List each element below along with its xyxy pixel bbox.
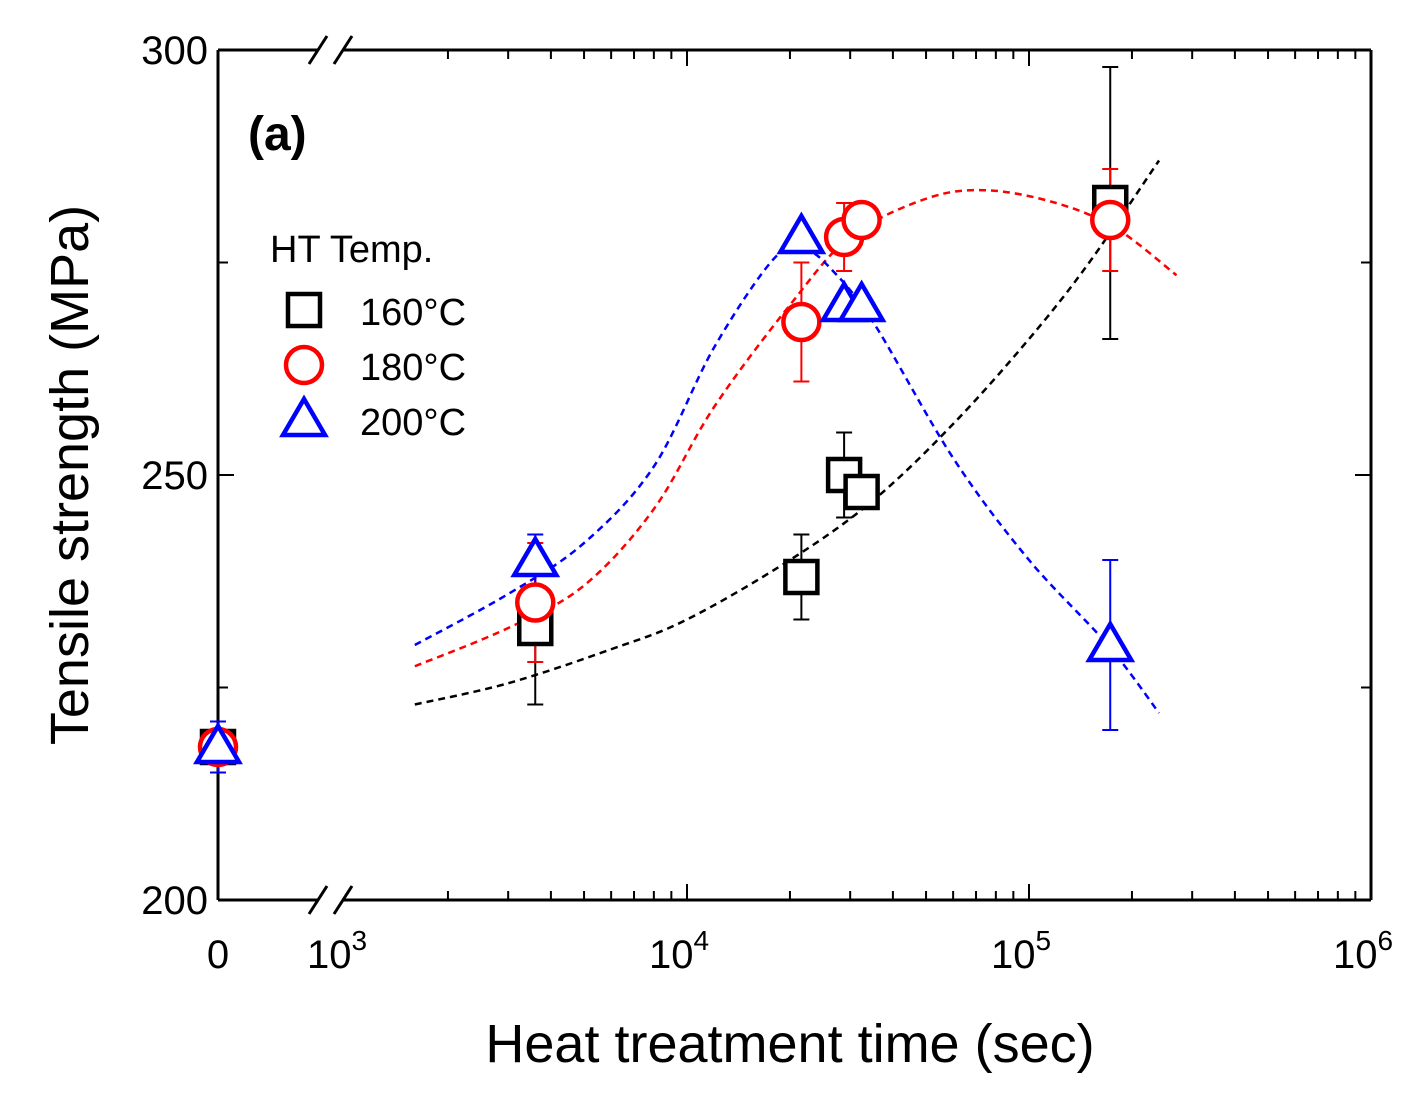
legend-label: 180°C: [360, 347, 466, 389]
legend-label: 200°C: [360, 402, 466, 444]
x-tick-label-base: 10: [307, 933, 352, 977]
legend-marker-circle: [283, 344, 325, 386]
axis-ticks: [218, 49, 1372, 901]
top-axis-break-mark: [332, 35, 354, 65]
x-tick-label-base: 10: [649, 933, 694, 977]
data-point-circle: [515, 582, 556, 623]
data-point-triangle: [510, 534, 561, 578]
data-point-triangle: [193, 721, 243, 765]
x-tick-label-exponent: 4: [693, 925, 709, 956]
legend: HT Temp. 160°C 180°C 200°C: [270, 229, 466, 444]
legend-title: HT Temp.: [270, 229, 433, 271]
data-point-circle: [841, 199, 882, 241]
data-point-circle: [1089, 199, 1131, 241]
x-tick-label: 104: [649, 925, 709, 977]
legend-items: 160°C 180°C 200°C: [279, 291, 466, 444]
x-tick-label-exponent: 3: [351, 925, 367, 956]
fit-curve-circle: [414, 188, 1178, 668]
x-tick-label: 105: [991, 925, 1051, 977]
legend-marker-triangle: [279, 394, 329, 438]
y-tick-label: 300: [141, 29, 208, 73]
x-tick-label-base: 10: [991, 933, 1036, 977]
data-point-triangle: [836, 279, 887, 323]
data-point-circle: [781, 301, 822, 343]
x-tick-label: 106: [1333, 925, 1393, 977]
data-point-square: [783, 558, 820, 596]
panel-label: (a): [248, 108, 307, 161]
y-axis-title: Tensile strength (MPa): [40, 205, 100, 745]
fit-curve-square: [414, 159, 1161, 706]
bottom-axis-break-mark: [332, 885, 354, 915]
plot-frame: [216, 35, 1373, 915]
y-tick-label: 250: [141, 454, 208, 498]
legend-label: 160°C: [360, 292, 466, 334]
x-tick-label-exponent: 5: [1035, 925, 1051, 956]
legend-marker-square: [285, 291, 323, 329]
x-tick-label: 0: [207, 933, 229, 977]
y-tick-label: 200: [141, 879, 208, 923]
data-points: [193, 184, 1136, 768]
data-point-triangle: [776, 211, 827, 255]
data-point-triangle: [1085, 619, 1136, 663]
error-bars: [210, 66, 1119, 774]
x-tick-label-base: 10: [1333, 933, 1378, 977]
x-axis-title: Heat treatment time (sec): [485, 1014, 1094, 1074]
top-axis-break-mark: [307, 35, 329, 65]
x-tick-label-exponent: 6: [1377, 925, 1393, 956]
data-point-square: [843, 473, 880, 511]
x-tick-label: 103: [307, 925, 367, 977]
bottom-axis-break-mark: [307, 885, 329, 915]
